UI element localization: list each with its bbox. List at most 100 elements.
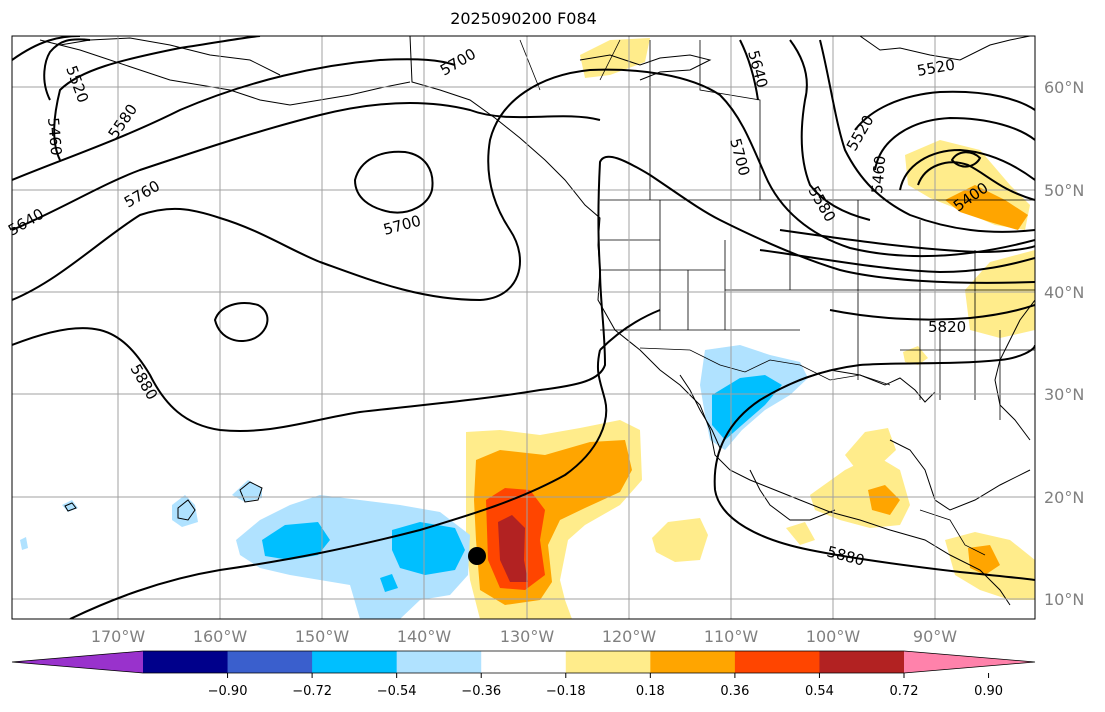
colorbar-tick-label: 0.90 xyxy=(974,684,1003,699)
contour-line xyxy=(819,39,1035,233)
positive-anomaly-area xyxy=(868,485,900,515)
contour-label: 5880 xyxy=(825,542,867,569)
contour-line xyxy=(12,102,601,231)
lon-label: 170°W xyxy=(91,627,146,646)
colorbar-tick-label: −0.72 xyxy=(292,684,332,699)
colorbar-tick-label: 0.54 xyxy=(805,684,834,699)
anomaly-shading xyxy=(20,38,1035,619)
colorbar-outline xyxy=(11,650,1036,674)
positive-anomaly-area xyxy=(965,250,1035,338)
contour-label: 5700 xyxy=(381,212,423,239)
colorbar: −0.90 −0.72 −0.54 −0.36 −0.18 0.18 0.36 0.54 0.7… xyxy=(11,650,1036,699)
contour-line xyxy=(12,155,1035,432)
colorbar-extend-high xyxy=(904,651,1035,673)
lat-label: 50°N xyxy=(1044,181,1084,200)
negative-anomaly-area xyxy=(262,522,330,560)
contour-label: 5520 xyxy=(916,56,957,80)
contour-label: 5640 xyxy=(744,48,771,90)
negative-anomaly-area xyxy=(232,480,262,502)
political-borders xyxy=(519,39,1035,556)
lat-label: 30°N xyxy=(1044,385,1084,404)
negative-anomaly-area xyxy=(380,574,398,592)
contour-line xyxy=(213,302,269,342)
contour-line xyxy=(43,38,91,101)
lon-label: 120°W xyxy=(602,627,657,646)
longitude-labels: 170°W 160°W 150°W 140°W 130°W 120°W 110°… xyxy=(91,627,957,646)
contour-line xyxy=(739,39,759,101)
map-title: 2025090200 F084 xyxy=(450,9,597,28)
contour-label: 5460 xyxy=(44,117,65,157)
coastlines xyxy=(39,36,1035,606)
contour-label: 5760 xyxy=(121,177,163,212)
lon-label: 150°W xyxy=(295,627,350,646)
contour-label: 5580 xyxy=(805,183,840,225)
colorbar-tick-label: −0.54 xyxy=(377,684,417,699)
positive-anomaly-area xyxy=(652,518,708,562)
contour-line xyxy=(69,349,608,619)
colorbar-swatch xyxy=(481,651,567,673)
colorbar-swatch xyxy=(312,651,398,673)
colorbar-tick-label: 0.72 xyxy=(890,684,919,699)
contour-line xyxy=(713,344,1035,491)
contour-line xyxy=(714,489,1035,581)
contour-line xyxy=(789,39,871,221)
positive-anomaly-area xyxy=(903,346,928,365)
lon-label: 130°W xyxy=(500,627,555,646)
height-contours xyxy=(12,36,1035,619)
lat-label: 20°N xyxy=(1044,488,1084,507)
latitude-labels: 60°N 50°N 40°N 30°N 20°N 10°N xyxy=(1044,78,1084,609)
contour-label: 5640 xyxy=(5,205,47,240)
colorbar-swatch xyxy=(396,651,482,673)
contour-label: 5880 xyxy=(127,361,162,403)
lon-label: 90°W xyxy=(913,627,957,646)
lat-label: 10°N xyxy=(1044,590,1084,609)
lat-label: 40°N xyxy=(1044,283,1084,302)
lon-label: 100°W xyxy=(806,627,861,646)
colorbar-swatch xyxy=(227,651,313,673)
lon-label: 110°W xyxy=(704,627,759,646)
contour-label: 5460 xyxy=(868,155,889,195)
contour-line xyxy=(779,229,1035,254)
contour-line xyxy=(874,116,1035,171)
positive-anomaly-area xyxy=(498,515,528,582)
contour-label: 5520 xyxy=(843,112,878,154)
colorbar-tick-label: −0.36 xyxy=(461,684,501,699)
lon-label: 140°W xyxy=(397,627,452,646)
negative-anomaly-area xyxy=(712,375,782,440)
lat-label: 60°N xyxy=(1044,78,1084,97)
positive-anomaly-area xyxy=(845,428,896,468)
contour-line xyxy=(599,309,661,351)
storm-position-marker xyxy=(468,547,486,565)
positive-anomaly-area xyxy=(786,522,815,545)
colorbar-extend-low xyxy=(12,651,143,673)
negative-anomaly-area xyxy=(20,537,28,550)
colorbar-swatch xyxy=(650,651,736,673)
colorbar-tick-label: 0.18 xyxy=(636,684,665,699)
contour-label: 5580 xyxy=(105,101,142,143)
contour-line xyxy=(950,151,982,168)
colorbar-swatch xyxy=(565,651,651,673)
contour-line xyxy=(899,148,1035,191)
colorbar-swatch xyxy=(734,651,820,673)
contour-line xyxy=(353,150,434,214)
colorbar-tick-label: −0.90 xyxy=(208,684,248,699)
contour-line xyxy=(917,161,1035,201)
contour-line xyxy=(759,249,1035,274)
lon-label: 160°W xyxy=(193,627,248,646)
contour-label: 5700 xyxy=(726,136,753,178)
colorbar-swatch xyxy=(819,651,905,673)
contour-line xyxy=(53,36,261,161)
gridlines xyxy=(12,36,1035,619)
colorbar-swatch xyxy=(143,651,229,673)
contour-line xyxy=(829,304,1035,321)
contour-label: 5820 xyxy=(928,318,966,336)
negative-anomaly-area xyxy=(172,495,198,527)
positive-anomaly-area xyxy=(945,185,1028,230)
contour-line xyxy=(12,58,456,181)
negative-anomaly-area xyxy=(392,522,465,575)
contour-line xyxy=(854,90,1035,131)
map-frame xyxy=(11,35,1036,620)
colorbar-tick-label: 0.36 xyxy=(720,684,749,699)
contour-line xyxy=(12,68,1035,302)
